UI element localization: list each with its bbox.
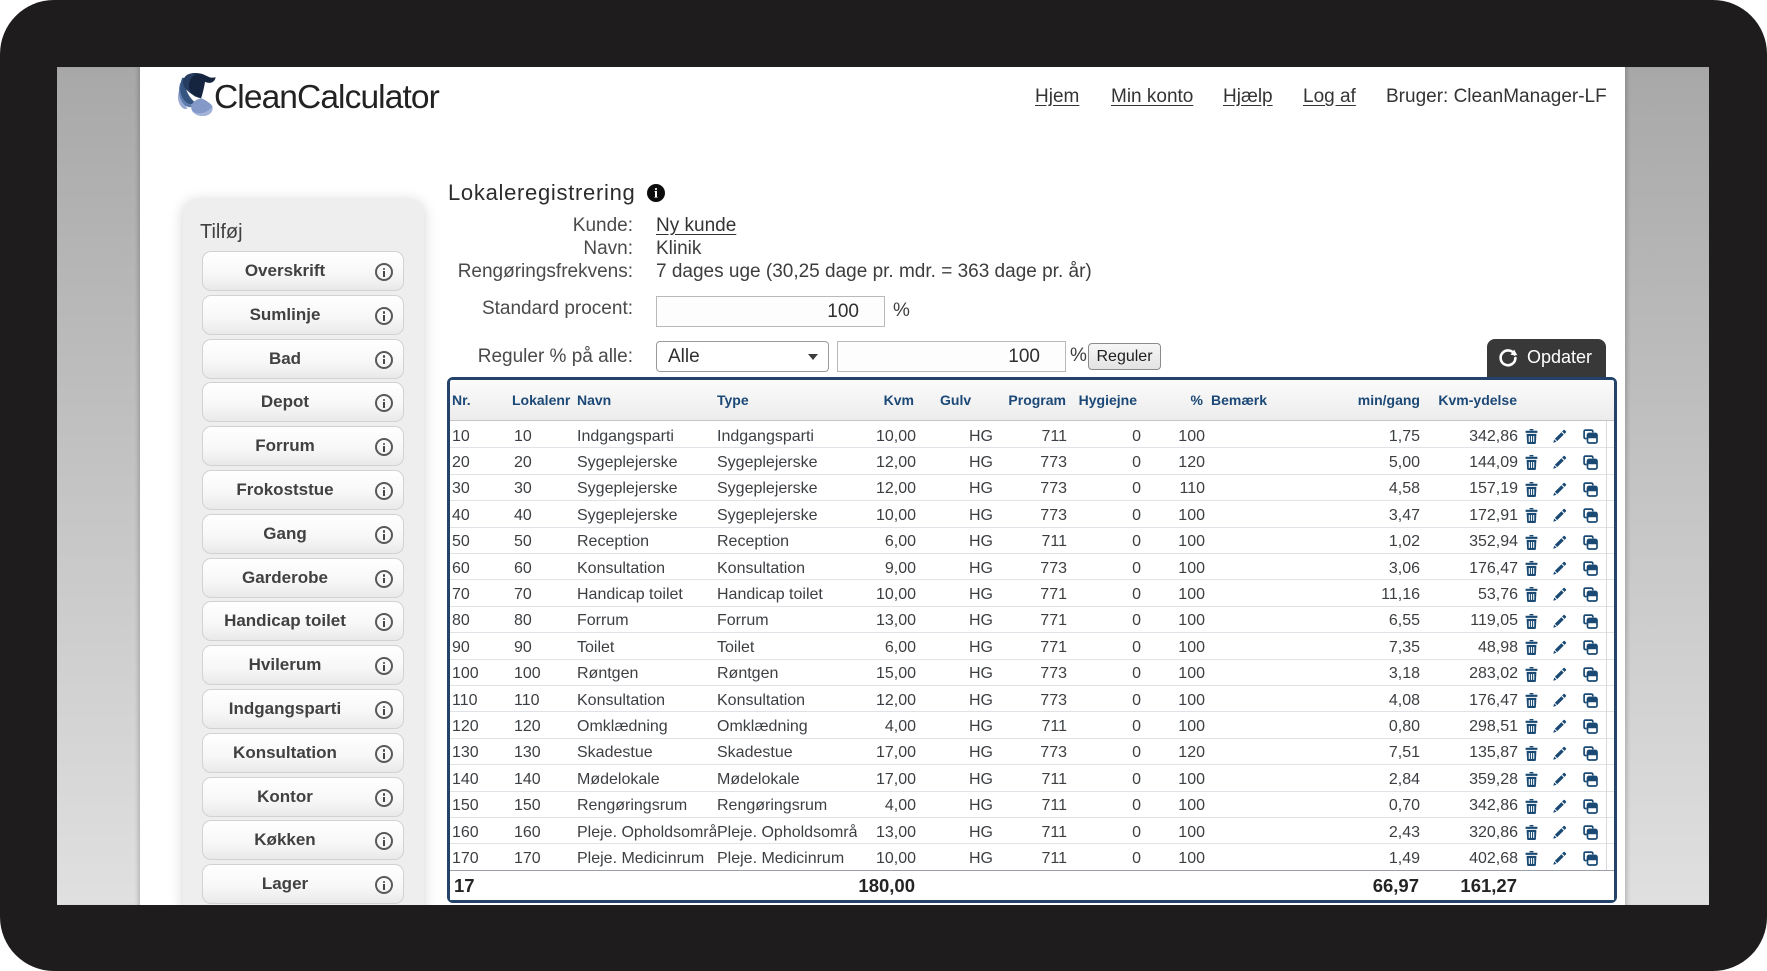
svg-text:i: i [654, 187, 658, 202]
